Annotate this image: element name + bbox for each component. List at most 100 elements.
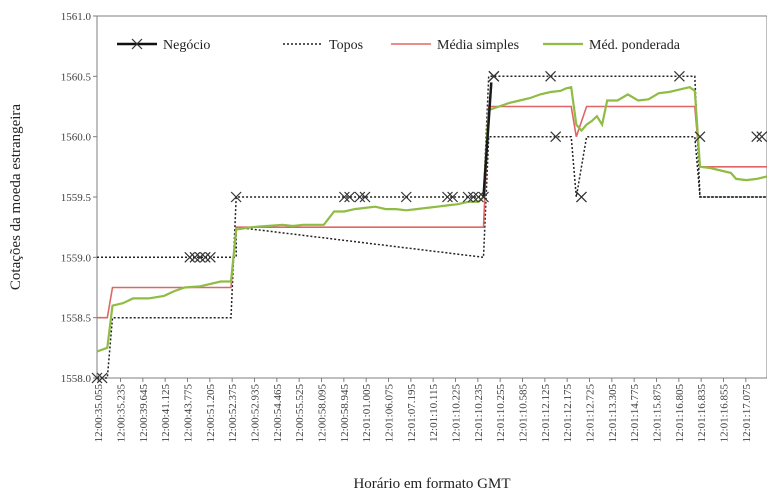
- negocio-marker: [91, 372, 103, 384]
- negocio-marker: [442, 191, 453, 203]
- x-tick-label: 12:01:12.175: [562, 384, 574, 443]
- x-tick-label: 12:01:17.075: [741, 384, 753, 443]
- negocio-marker: [478, 191, 489, 203]
- negocio-marker: [550, 131, 562, 143]
- series-topos-upper: [97, 75, 767, 379]
- series-layer: [91, 70, 767, 384]
- negocio-marker: [400, 191, 412, 203]
- negocio-marker: [462, 191, 474, 203]
- negocio-marker: [694, 131, 706, 143]
- marker-stroke: [478, 191, 489, 203]
- legend-label: Média simples: [437, 38, 519, 53]
- series-negocio-segment: [482, 82, 493, 198]
- negocio-marker: [204, 251, 216, 263]
- negocio-marker: [359, 191, 371, 203]
- x-tick-label: 12:01:13.305: [607, 384, 619, 443]
- legend-item-topos: Topos: [283, 38, 363, 53]
- marker-stroke: [199, 251, 211, 263]
- legend: Negócio Topos Média simples Méd. ponderada: [117, 38, 681, 53]
- marker-stroke: [194, 251, 206, 263]
- x-tick-label: 12:01:14.775: [629, 384, 641, 443]
- x-tick-label: 12:00:58.095: [317, 384, 329, 443]
- x-tick-label: 12:01:12.125: [540, 384, 552, 443]
- negocio-marker: [472, 191, 484, 203]
- negocio-marker: [184, 251, 196, 263]
- marker-stroke: [467, 191, 479, 203]
- x-tick-label: 12:01:10.585: [518, 384, 530, 443]
- marker-stroke: [673, 70, 685, 82]
- marker-stroke: [359, 191, 371, 203]
- x-tick-label: 12:01:10.235: [473, 384, 485, 443]
- x-tick-label: 12:00:52.935: [250, 384, 262, 443]
- x-tick-label: 12:00:43.775: [183, 384, 195, 443]
- x-tick-label: 12:01:07.195: [406, 384, 418, 443]
- x-tick-label: 12:00:35.235: [116, 384, 128, 443]
- marker-stroke: [488, 70, 500, 82]
- negocio-marker: [199, 251, 211, 263]
- marker-stroke: [576, 191, 587, 203]
- legend-item-pond: Méd. ponderada: [543, 38, 681, 53]
- marker-stroke: [400, 191, 412, 203]
- negocio-marker: [230, 191, 242, 203]
- x-tick-label: 12:01:12.725: [585, 384, 597, 443]
- negocio-marker: [354, 191, 366, 203]
- marker-stroke: [447, 191, 459, 203]
- y-tick-label: 1558.0: [61, 373, 92, 385]
- legend-label: Negócio: [163, 38, 210, 53]
- marker-stroke: [550, 131, 562, 143]
- x-tick-label: 12:00:54.465: [272, 384, 284, 443]
- marker-stroke: [694, 131, 706, 143]
- negocio-marker: [673, 70, 685, 82]
- marker-stroke: [462, 191, 474, 203]
- x-tick-label: 12:00:35.055: [93, 384, 105, 443]
- marker-stroke: [230, 191, 242, 203]
- series-topos-lower: [97, 135, 767, 259]
- y-axis: 1558.0 1558.5 1559.0 1559.5 1560.0 1560.5 1561…: [61, 11, 97, 385]
- y-tick-label: 1560.5: [61, 71, 92, 83]
- negocio-marker: [447, 191, 459, 203]
- negocio-marker: [189, 251, 201, 263]
- marker-stroke: [751, 131, 763, 143]
- marker-stroke: [91, 372, 103, 384]
- x-tick-label: 12:01:10.255: [495, 384, 507, 443]
- marker-stroke: [338, 191, 350, 203]
- x-tick-label: 12:00:39.645: [138, 384, 150, 443]
- negocio-marker: [194, 251, 206, 263]
- y-tick-label: 1559.0: [61, 252, 92, 264]
- y-tick-label: 1558.5: [61, 313, 92, 325]
- x-tick-label: 12:01:16.835: [696, 384, 708, 443]
- negocio-marker: [576, 191, 587, 203]
- marker-stroke: [204, 251, 216, 263]
- legend-label: Topos: [329, 38, 363, 53]
- legend-item-negocio: Negócio: [117, 38, 210, 53]
- y-tick-label: 1560.0: [61, 132, 92, 144]
- marker-stroke: [472, 191, 484, 203]
- legend-item-media: Média simples: [391, 38, 519, 53]
- negocio-marker: [488, 70, 500, 82]
- x-tick-label: 12:01:01.005: [361, 384, 373, 443]
- x-tick-label: 12:01:06.075: [384, 384, 396, 443]
- x-tick-label: 12:01:10.225: [451, 384, 463, 443]
- x-tick-label: 12:00:51.205: [205, 384, 217, 443]
- marker-stroke: [96, 372, 108, 384]
- legend-label: Méd. ponderada: [589, 38, 681, 53]
- x-tick-label: 12:01:16.855: [719, 384, 731, 443]
- x-tick-label: 12:00:41.125: [160, 384, 172, 443]
- negocio-marker: [756, 131, 767, 143]
- x-axis: 12:00:35.055 12:00:35.235 12:00:39.645 12:0…: [93, 378, 753, 442]
- x-tick-label: 12:01:16.805: [674, 384, 686, 443]
- negocio-marker: [751, 131, 763, 143]
- marker-stroke: [184, 251, 196, 263]
- marker-stroke: [545, 70, 556, 82]
- negocio-marker: [338, 191, 350, 203]
- negocio-marker: [96, 372, 108, 384]
- marker-stroke: [189, 251, 201, 263]
- marker-stroke: [442, 191, 453, 203]
- marker-stroke: [344, 191, 355, 203]
- x-tick-label: 12:00:58.945: [339, 384, 351, 443]
- legend-marker: [131, 38, 143, 50]
- marker-stroke: [354, 191, 366, 203]
- y-tick-label: 1559.5: [61, 192, 92, 204]
